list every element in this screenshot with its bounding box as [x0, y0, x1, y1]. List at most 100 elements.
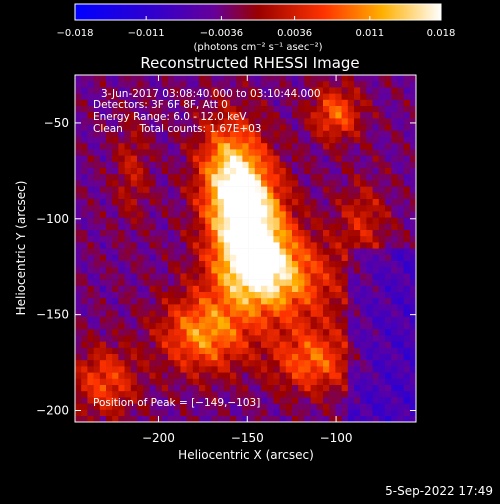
- heatmap-cell: [143, 155, 150, 163]
- heatmap-cell: [230, 279, 237, 287]
- heatmap-cell: [347, 292, 355, 299]
- heatmap-cell: [236, 174, 243, 181]
- heatmap-cell: [416, 280, 423, 287]
- heatmap-cell: [354, 335, 361, 342]
- heatmap-cell: [217, 329, 225, 336]
- heatmap-cell: [254, 385, 262, 392]
- heatmap-cell: [254, 261, 262, 268]
- heatmap-cell: [93, 230, 101, 237]
- heatmap-cell: [205, 242, 212, 249]
- heatmap-cell: [385, 391, 392, 398]
- heatmap-cell: [230, 335, 237, 342]
- heatmap-cell: [143, 161, 150, 169]
- heatmap-cell: [174, 118, 181, 125]
- heatmap-cell: [292, 366, 299, 373]
- heatmap-cell: [192, 143, 200, 150]
- heatmap-cell: [155, 298, 163, 305]
- heatmap-cell: [366, 254, 373, 262]
- heatmap-cell: [267, 211, 274, 218]
- heatmap-cell: [242, 304, 249, 311]
- heatmap-cell: [180, 360, 187, 367]
- heatmap-cell: [366, 248, 373, 256]
- heatmap-cell: [75, 292, 82, 299]
- heatmap-cell: [186, 372, 194, 380]
- heatmap-cell: [298, 416, 305, 422]
- heatmap-cell: [236, 112, 243, 119]
- heatmap-cell: [81, 75, 88, 82]
- heatmap-cell: [223, 285, 231, 293]
- heatmap-cell: [279, 211, 287, 218]
- heatmap-cell: [81, 403, 88, 411]
- heatmap-cell: [230, 285, 237, 293]
- heatmap-cell: [329, 155, 336, 163]
- heatmap-cell: [254, 254, 262, 262]
- heatmap-cell: [267, 403, 274, 411]
- heatmap-cell: [378, 186, 386, 194]
- heatmap-cell: [242, 416, 249, 422]
- heatmap-cell: [230, 236, 237, 243]
- heatmap-cell: [211, 230, 218, 237]
- heatmap-cell: [273, 217, 280, 225]
- heatmap-cell: [223, 186, 231, 194]
- heatmap-cell: [93, 298, 101, 305]
- heatmap-cell: [261, 335, 268, 342]
- heatmap-cell: [285, 93, 293, 101]
- heatmap-cell: [323, 168, 330, 175]
- heatmap-cell: [118, 416, 125, 422]
- heatmap-cell: [112, 360, 119, 367]
- heatmap-cell: [180, 174, 187, 181]
- heatmap-cell: [130, 236, 138, 243]
- heatmap-cell: [254, 223, 262, 231]
- heatmap-cell: [124, 217, 132, 225]
- heatmap-cell: [124, 174, 132, 181]
- heatmap-cell: [205, 335, 212, 342]
- heatmap-cell: [242, 149, 249, 156]
- heatmap-cell: [199, 261, 206, 268]
- heatmap-cell: [180, 236, 187, 243]
- heatmap-cell: [75, 143, 82, 150]
- heatmap-cell: [242, 230, 249, 237]
- heatmap-cell: [223, 378, 231, 386]
- heatmap-cell: [130, 335, 138, 342]
- heatmap-cell: [366, 279, 373, 287]
- heatmap-cell: [180, 416, 187, 422]
- heatmap-cell: [211, 285, 218, 293]
- heatmap-cell: [155, 199, 163, 206]
- heatmap-cell: [211, 273, 218, 280]
- heatmap-cell: [236, 403, 243, 411]
- heatmap-cell: [323, 298, 330, 305]
- heatmap-cell: [186, 285, 194, 293]
- heatmap-cell: [416, 255, 423, 261]
- heatmap-cell: [118, 267, 125, 274]
- heatmap-cell: [329, 292, 336, 299]
- heatmap-cell: [230, 416, 237, 422]
- heatmap-cell: [261, 149, 268, 156]
- heatmap-cell: [112, 254, 119, 262]
- heatmap-cell: [391, 261, 398, 268]
- heatmap-cell: [186, 409, 194, 417]
- heatmap-cell: [81, 230, 88, 237]
- heatmap-cell: [192, 298, 200, 305]
- heatmap-cell: [137, 124, 144, 132]
- heatmap-cell: [279, 391, 287, 398]
- heatmap-cell: [261, 292, 268, 299]
- heatmap-cell: [242, 316, 249, 324]
- heatmap-cell: [391, 223, 398, 231]
- heatmap-cell: [230, 341, 237, 349]
- heatmap-cell: [378, 360, 386, 367]
- heatmap-cell: [273, 267, 280, 274]
- heatmap-cell: [149, 248, 156, 256]
- heatmap-cell: [118, 99, 125, 107]
- heatmap-cell: [372, 316, 380, 324]
- heatmap-cell: [409, 143, 416, 150]
- heatmap-cell: [137, 75, 144, 82]
- heatmap-cell: [254, 180, 262, 187]
- heatmap-cell: [403, 391, 411, 398]
- heatmap-cell: [366, 273, 373, 280]
- heatmap-cell: [261, 397, 268, 404]
- heatmap-cell: [242, 298, 249, 305]
- heatmap-cell: [180, 223, 187, 231]
- heatmap-cell: [99, 304, 107, 311]
- heatmap-cell: [354, 236, 361, 243]
- heatmap-cell: [347, 304, 355, 311]
